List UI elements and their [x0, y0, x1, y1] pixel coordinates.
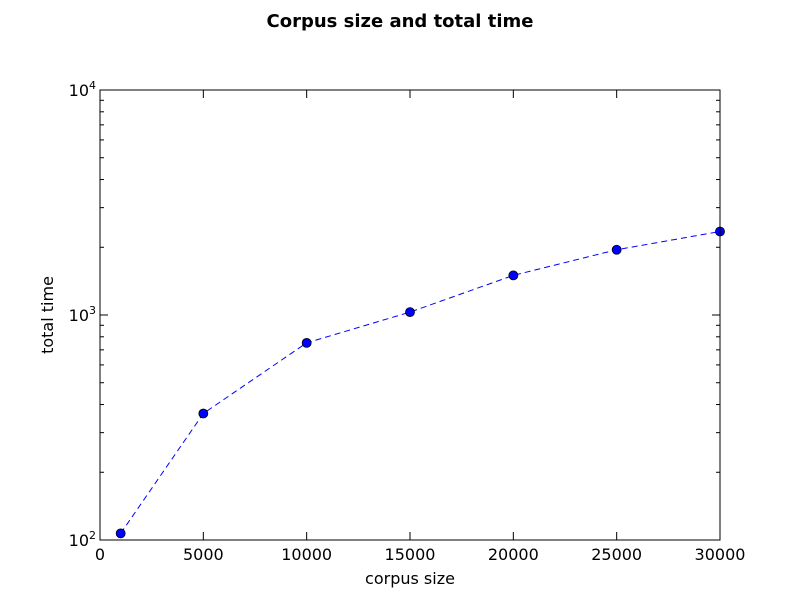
x-tick-label: 10000 [281, 545, 332, 564]
x-axis-label: corpus size [365, 569, 455, 588]
x-tick-label: 0 [95, 545, 105, 564]
y-axis-label: total time [38, 276, 57, 354]
y-tick-label: 104 [69, 79, 96, 100]
series-layer [115, 226, 725, 539]
chart-title: Corpus size and total time [267, 11, 534, 32]
x-tick-label: 30000 [695, 545, 746, 564]
y-tick-label: 103 [69, 304, 96, 325]
data-point [198, 408, 209, 419]
plot-frame [99, 89, 721, 541]
data-point [405, 307, 415, 318]
x-tick-label: 20000 [488, 545, 539, 564]
data-point [508, 270, 519, 281]
data-point [611, 244, 622, 255]
x-tick-label: 5000 [183, 545, 224, 564]
tick-labels-layer: 0 5000 10000 15000 20000 25000 30000 102 103 104 [69, 79, 746, 564]
x-tick-label: 25000 [591, 545, 642, 564]
y-tick-label: 102 [69, 529, 96, 550]
data-point [301, 337, 312, 348]
data-point [115, 528, 126, 539]
x-tick-label: 15000 [385, 545, 436, 564]
